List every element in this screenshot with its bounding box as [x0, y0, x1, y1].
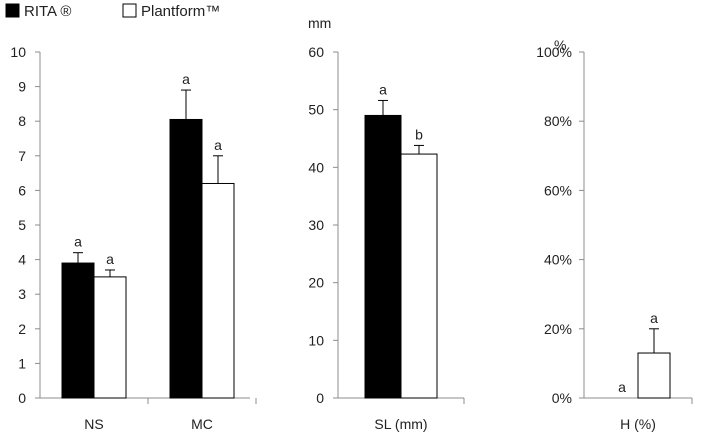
panel-sl: 0 10 20 30 40 50 60 mm a b SL (mm) [308, 15, 465, 432]
significance-label-plantform-h: a [650, 310, 658, 326]
y-tick-label: 3 [18, 286, 26, 302]
bar-rita-mc [169, 118, 203, 399]
bar-plantform-sl-mm [400, 153, 438, 399]
y-tick-label: 8 [18, 113, 26, 129]
y-tick-label: 0 [316, 390, 324, 406]
y-tick-label: 5 [18, 217, 26, 233]
y-tick-label: 9 [18, 79, 26, 95]
y-tick-label: 10 [308, 332, 324, 348]
x-category-label-mc: MC [191, 416, 213, 432]
y-tick-label: 0 [18, 390, 26, 406]
y-tick-label: 80% [544, 113, 572, 129]
bar-rita-ns [61, 262, 95, 399]
significance-label-rita-h: a [618, 379, 626, 395]
y-unit-label: mm [308, 15, 331, 31]
y-tick-label: 2 [18, 321, 26, 337]
significance-label-rita-sl-mm: a [379, 81, 387, 97]
significance-label-plantform-sl-mm: b [415, 126, 423, 142]
legend: RITA ® Plantform™ [5, 3, 220, 20]
y-tick-label: 60 [308, 44, 324, 60]
y-tick-label: 60% [544, 182, 572, 198]
chart-panels: 0 1 2 3 4 5 6 7 8 9 10 a a NS a a MC 0 10 20 30 40 50 60 mm a b SL … [10, 15, 693, 432]
panel-h: 0% 20% 40% 60% 80% 100%% a a H (%) [536, 37, 693, 432]
significance-label-plantform-ns: a [106, 251, 114, 267]
bar-plantform-h [637, 352, 671, 399]
y-tick-label: 40 [308, 159, 324, 175]
significance-label-plantform-mc: a [214, 137, 222, 153]
panel-ns-mc: 0 1 2 3 4 5 6 7 8 9 10 a a NS a a MC [10, 44, 257, 432]
significance-label-rita-ns: a [74, 234, 82, 250]
y-tick-label: 100% [536, 44, 572, 60]
x-category-label-sl-mm: SL (mm) [374, 416, 427, 432]
legend-swatch-plantform [122, 3, 137, 18]
y-tick-label: 30 [308, 217, 324, 233]
legend-label-plantform: Plantform™ [141, 3, 220, 20]
bar-plantform-ns [93, 276, 127, 399]
significance-label-rita-mc: a [182, 71, 190, 87]
y-tick-label: 20 [308, 275, 324, 291]
y-tick-label: 10 [10, 44, 26, 60]
y-tick-label: 0% [552, 390, 572, 406]
x-category-label-h: H (%) [620, 416, 656, 432]
bar-rita-sl-mm [364, 114, 402, 399]
y-tick-label: 50 [308, 102, 324, 118]
y-unit-label: % [554, 37, 566, 53]
x-category-label-ns: NS [84, 416, 103, 432]
legend-label-rita: RITA ® [24, 3, 71, 20]
y-tick-label: 1 [18, 355, 26, 371]
bar-plantform-mc [201, 182, 235, 399]
y-tick-label: 40% [544, 252, 572, 268]
legend-swatch-rita [5, 3, 20, 18]
y-tick-label: 7 [18, 148, 26, 164]
y-tick-label: 4 [18, 252, 26, 268]
y-tick-label: 20% [544, 321, 572, 337]
y-tick-label: 6 [18, 182, 26, 198]
